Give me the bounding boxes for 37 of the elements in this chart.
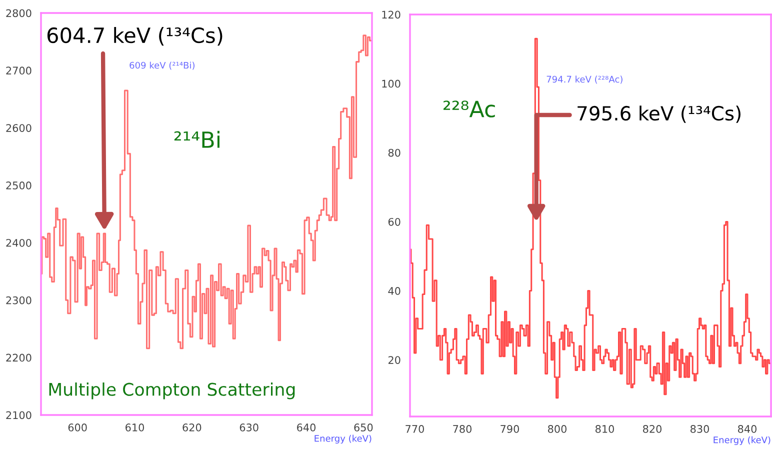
y-tick-label: 80: [388, 148, 400, 157]
y-tick-label: 60: [388, 218, 400, 226]
x-tick-label: 790: [500, 425, 519, 433]
annotation: 795.6 keV (¹³⁴Cs): [578, 106, 740, 123]
annotation: ²¹⁴Bi: [174, 130, 220, 148]
annotation: 609 keV (²¹⁴Bi): [130, 62, 194, 70]
y-tick-label: 2500: [6, 182, 32, 190]
x-axis-title: Energy (keV): [314, 434, 372, 444]
x-tick-label: 610: [126, 424, 144, 432]
x-tick-label: 800: [548, 425, 566, 433]
x-tick-label: 630: [240, 424, 258, 432]
y-tick-label: 2100: [6, 411, 32, 420]
x-tick-label: 650: [354, 424, 373, 432]
y-tick-label: 40: [388, 287, 400, 295]
x-tick-label: 620: [182, 424, 202, 432]
y-tick-label: 2700: [6, 66, 32, 75]
annotation: 794.7 keV (²²⁸Ac): [546, 76, 622, 84]
y-tick-label: 2400: [6, 238, 32, 247]
x-tick-label: 780: [453, 425, 472, 433]
y-tick-label: 2600: [6, 124, 32, 132]
y-tick-label: 2300: [6, 296, 32, 304]
x-tick-label: 640: [297, 424, 316, 432]
x-tick-label: 840: [738, 425, 756, 433]
y-tick-label: 100: [382, 80, 400, 88]
x-tick-label: 810: [596, 425, 614, 433]
x-tick-label: 830: [690, 425, 709, 433]
x-tick-label: 820: [643, 425, 662, 433]
y-tick-label: 120: [382, 10, 400, 19]
x-tick-label: 770: [406, 425, 424, 433]
annotation: ²²⁸Ac: [444, 100, 495, 118]
y-tick-label: 2800: [6, 9, 32, 18]
x-axis-title: Energy (keV): [714, 436, 770, 446]
x-tick-label: 600: [68, 424, 87, 432]
annotation: Multiple Compton Scattering: [49, 382, 295, 400]
y-tick-label: 2200: [6, 354, 32, 362]
annotation: 604.7 keV (¹³⁴Cs): [47, 27, 222, 46]
y-tick-label: 20: [388, 356, 400, 364]
